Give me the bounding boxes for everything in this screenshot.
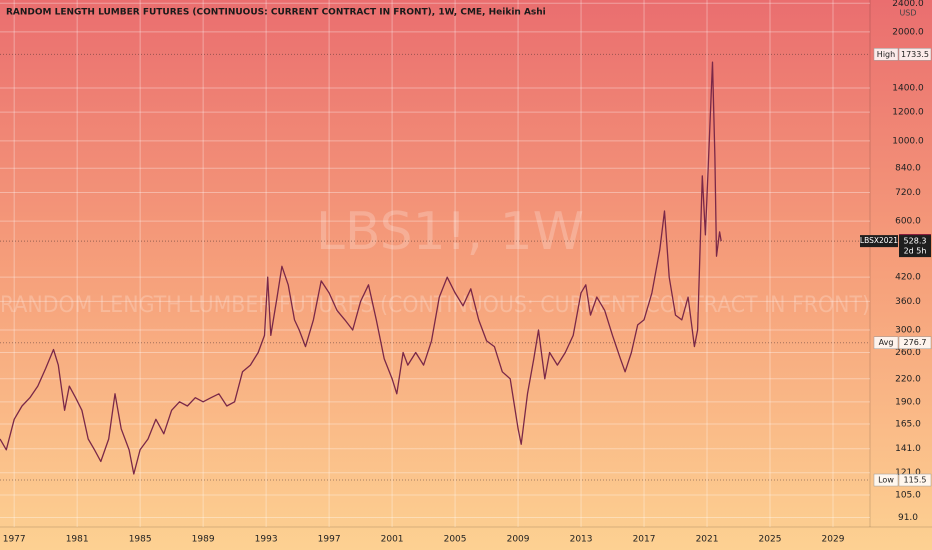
- y-tick-label: 2000.0: [892, 27, 924, 37]
- level-value: 276.7: [904, 338, 927, 347]
- level-value-bg: [898, 336, 932, 349]
- x-tick-label: 1977: [3, 535, 26, 545]
- x-tick-label: 1985: [129, 535, 152, 545]
- x-tick-label: 2021: [696, 535, 719, 545]
- level-value-bg: [898, 48, 932, 61]
- x-tick-label: 1989: [192, 535, 215, 545]
- y-tick-label: 260.0: [895, 348, 921, 358]
- y-tick-label: 91.0: [898, 513, 918, 523]
- watermark-description: RANDOM LENGTH LUMBER FUTURES (CONTINUOUS…: [0, 293, 870, 318]
- level-tag: High: [877, 50, 895, 59]
- x-tick-label: 1997: [318, 535, 341, 545]
- y-tick-label: 600.0: [895, 217, 921, 227]
- watermark: LBS1!, 1W: [316, 202, 584, 262]
- y-tick-label: 420.0: [895, 273, 921, 283]
- y-tick-label: 220.0: [895, 374, 921, 384]
- x-tick-label: 2017: [633, 535, 656, 545]
- x-tick-label: 2005: [444, 535, 467, 545]
- level-tag-bg: [873, 473, 899, 487]
- last-value: 528.3: [904, 237, 927, 246]
- y-tick-label: 840.0: [895, 164, 921, 174]
- x-tick-label: 2009: [507, 535, 530, 545]
- level-value: 1733.5: [901, 50, 929, 59]
- level-tag: Avg: [879, 338, 894, 347]
- y-tick-label: 165.0: [895, 419, 921, 429]
- y-tick-label: 720.0: [895, 188, 921, 198]
- level-value: 115.5: [904, 476, 927, 485]
- level-tag-bg: [873, 48, 899, 61]
- y-tick-label: 121.0: [895, 468, 921, 478]
- level-value-bg: [898, 473, 932, 487]
- y-tick-label: 360.0: [895, 297, 921, 307]
- last-name: LBSX2021: [860, 236, 898, 245]
- chart-title: RANDOM LENGTH LUMBER FUTURES (CONTINUOUS…: [6, 8, 546, 18]
- y-tick-label: 105.0: [895, 491, 921, 501]
- y-tick-label: 1400.0: [892, 83, 924, 93]
- x-tick-label: 2025: [759, 535, 782, 545]
- y-tick-label: 190.0: [895, 397, 921, 407]
- x-tick-label: 1981: [66, 535, 89, 545]
- last-value-bg: [899, 235, 931, 258]
- level-tag-bg: [873, 336, 899, 349]
- y-tick-label: 300.0: [895, 326, 921, 336]
- y-tick-label: 141.0: [895, 444, 921, 454]
- x-tick-label: 1993: [255, 535, 278, 545]
- x-tick-label: 2001: [381, 535, 404, 545]
- last-name-bg: [860, 235, 898, 248]
- x-tick-label: 2029: [822, 535, 845, 545]
- y-unit: USD: [899, 9, 916, 18]
- level-tag: Low: [878, 476, 894, 485]
- countdown: 2d 5h: [904, 247, 927, 256]
- y-tick-label: 2400.0: [892, 0, 924, 9]
- y-tick-label: 1200.0: [892, 108, 924, 118]
- price-line: [0, 61, 722, 475]
- y-tick-label: 1000.0: [892, 136, 924, 146]
- x-tick-label: 2013: [570, 535, 593, 545]
